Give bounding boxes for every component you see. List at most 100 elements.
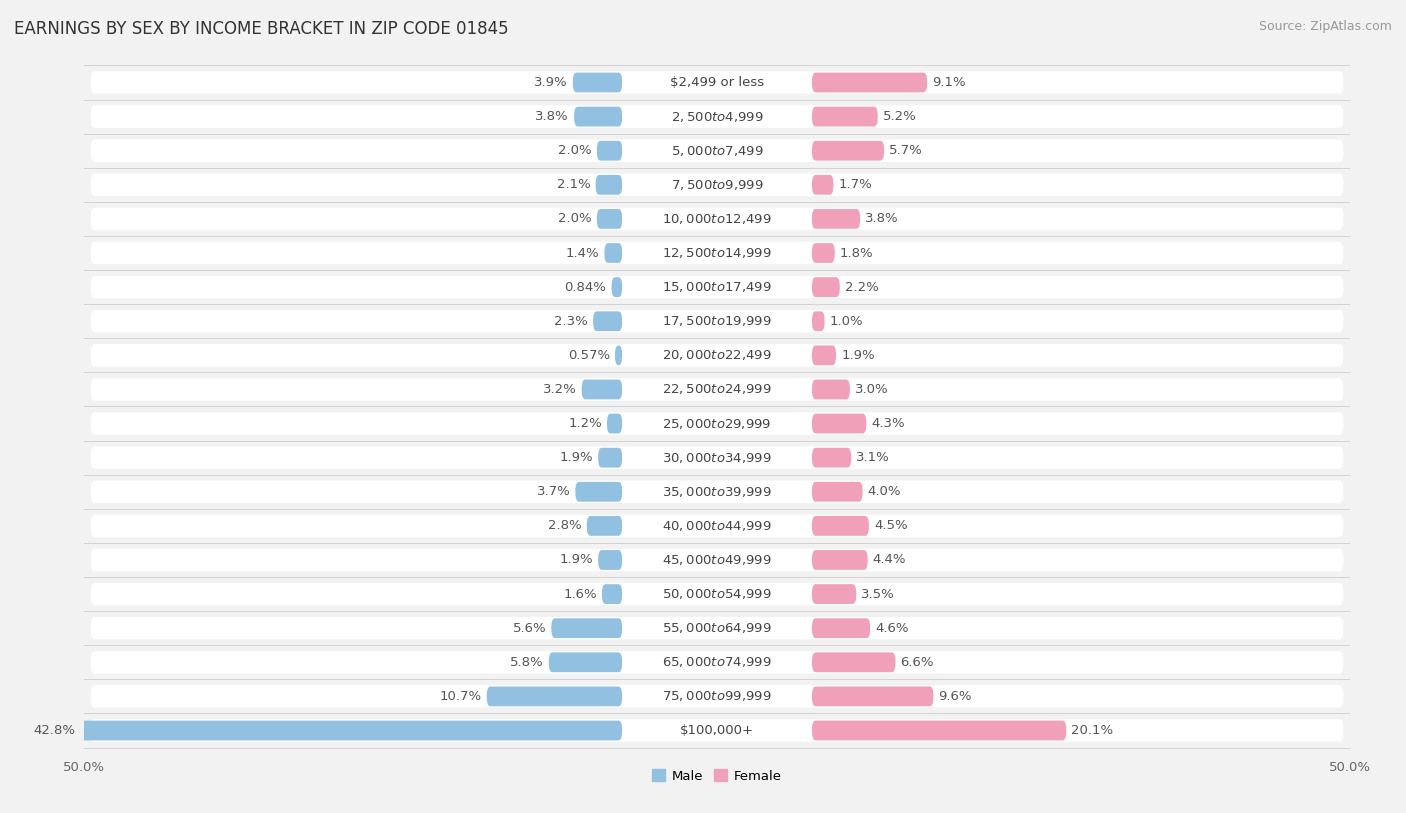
Text: 3.8%: 3.8%	[536, 110, 569, 123]
FancyBboxPatch shape	[624, 653, 810, 672]
Text: 4.3%: 4.3%	[872, 417, 905, 430]
FancyBboxPatch shape	[574, 107, 621, 127]
FancyBboxPatch shape	[624, 380, 810, 399]
FancyBboxPatch shape	[91, 106, 1344, 128]
Text: 10.7%: 10.7%	[440, 690, 482, 703]
FancyBboxPatch shape	[612, 277, 623, 297]
Text: 4.5%: 4.5%	[875, 520, 908, 533]
FancyBboxPatch shape	[91, 310, 1344, 333]
Text: 5.2%: 5.2%	[883, 110, 917, 123]
FancyBboxPatch shape	[575, 482, 623, 502]
Text: 1.2%: 1.2%	[568, 417, 602, 430]
FancyBboxPatch shape	[813, 175, 834, 194]
Text: 2.2%: 2.2%	[845, 280, 879, 293]
FancyBboxPatch shape	[91, 378, 1344, 401]
FancyBboxPatch shape	[91, 685, 1344, 707]
Text: 2.8%: 2.8%	[548, 520, 582, 533]
Text: 3.9%: 3.9%	[534, 76, 568, 89]
FancyBboxPatch shape	[624, 482, 810, 502]
FancyBboxPatch shape	[624, 346, 810, 365]
FancyBboxPatch shape	[91, 651, 1344, 673]
Text: 42.8%: 42.8%	[34, 724, 76, 737]
FancyBboxPatch shape	[624, 176, 810, 194]
Text: 6.6%: 6.6%	[901, 656, 934, 669]
Text: $30,000 to $34,999: $30,000 to $34,999	[662, 450, 772, 465]
Text: $45,000 to $49,999: $45,000 to $49,999	[662, 553, 772, 567]
FancyBboxPatch shape	[80, 720, 623, 741]
Text: $75,000 to $99,999: $75,000 to $99,999	[662, 689, 772, 703]
FancyBboxPatch shape	[91, 446, 1344, 469]
Text: 20.1%: 20.1%	[1071, 724, 1114, 737]
FancyBboxPatch shape	[813, 311, 824, 331]
FancyBboxPatch shape	[624, 448, 810, 467]
Text: $50,000 to $54,999: $50,000 to $54,999	[662, 587, 772, 601]
Text: 9.1%: 9.1%	[932, 76, 966, 89]
Text: $20,000 to $22,499: $20,000 to $22,499	[662, 348, 772, 363]
FancyBboxPatch shape	[624, 210, 810, 228]
FancyBboxPatch shape	[548, 652, 621, 672]
FancyBboxPatch shape	[598, 550, 623, 570]
FancyBboxPatch shape	[813, 72, 927, 93]
Text: 1.0%: 1.0%	[830, 315, 863, 328]
FancyBboxPatch shape	[91, 140, 1344, 162]
Text: 9.6%: 9.6%	[939, 690, 972, 703]
FancyBboxPatch shape	[572, 72, 623, 93]
FancyBboxPatch shape	[813, 482, 863, 502]
FancyBboxPatch shape	[582, 380, 623, 399]
Legend: Male, Female: Male, Female	[647, 764, 787, 788]
FancyBboxPatch shape	[91, 720, 1344, 741]
FancyBboxPatch shape	[624, 311, 810, 331]
Text: 2.1%: 2.1%	[557, 178, 591, 191]
Text: 3.5%: 3.5%	[862, 588, 896, 601]
FancyBboxPatch shape	[91, 241, 1344, 264]
FancyBboxPatch shape	[624, 414, 810, 433]
Text: Source: ZipAtlas.com: Source: ZipAtlas.com	[1258, 20, 1392, 33]
FancyBboxPatch shape	[624, 585, 810, 603]
FancyBboxPatch shape	[813, 209, 860, 228]
FancyBboxPatch shape	[624, 619, 810, 637]
FancyBboxPatch shape	[813, 550, 868, 570]
Text: 5.8%: 5.8%	[510, 656, 544, 669]
FancyBboxPatch shape	[605, 243, 623, 263]
FancyBboxPatch shape	[813, 585, 856, 604]
FancyBboxPatch shape	[624, 141, 810, 160]
FancyBboxPatch shape	[593, 311, 621, 331]
FancyBboxPatch shape	[602, 585, 623, 604]
Text: 4.0%: 4.0%	[868, 485, 901, 498]
FancyBboxPatch shape	[91, 515, 1344, 537]
Text: 1.6%: 1.6%	[564, 588, 596, 601]
FancyBboxPatch shape	[91, 344, 1344, 367]
FancyBboxPatch shape	[91, 207, 1344, 230]
Text: 3.0%: 3.0%	[855, 383, 889, 396]
FancyBboxPatch shape	[598, 448, 623, 467]
Text: $2,499 or less: $2,499 or less	[671, 76, 763, 89]
FancyBboxPatch shape	[91, 617, 1344, 640]
Text: EARNINGS BY SEX BY INCOME BRACKET IN ZIP CODE 01845: EARNINGS BY SEX BY INCOME BRACKET IN ZIP…	[14, 20, 509, 38]
Text: 0.84%: 0.84%	[565, 280, 606, 293]
FancyBboxPatch shape	[486, 686, 623, 706]
FancyBboxPatch shape	[624, 277, 810, 297]
FancyBboxPatch shape	[607, 414, 623, 433]
FancyBboxPatch shape	[624, 107, 810, 126]
FancyBboxPatch shape	[586, 516, 621, 536]
Text: $5,000 to $7,499: $5,000 to $7,499	[671, 144, 763, 158]
Text: 2.3%: 2.3%	[554, 315, 588, 328]
Text: 1.9%: 1.9%	[560, 554, 593, 567]
Text: 4.4%: 4.4%	[873, 554, 907, 567]
FancyBboxPatch shape	[813, 107, 877, 127]
Text: $10,000 to $12,499: $10,000 to $12,499	[662, 212, 772, 226]
FancyBboxPatch shape	[813, 448, 851, 467]
FancyBboxPatch shape	[624, 243, 810, 263]
FancyBboxPatch shape	[624, 687, 810, 706]
FancyBboxPatch shape	[596, 209, 623, 228]
FancyBboxPatch shape	[813, 652, 896, 672]
FancyBboxPatch shape	[596, 141, 623, 161]
FancyBboxPatch shape	[813, 141, 884, 161]
Text: $7,500 to $9,999: $7,500 to $9,999	[671, 178, 763, 192]
Text: 4.6%: 4.6%	[876, 622, 908, 635]
Text: $35,000 to $39,999: $35,000 to $39,999	[662, 485, 772, 498]
Text: 3.1%: 3.1%	[856, 451, 890, 464]
FancyBboxPatch shape	[813, 346, 837, 365]
Text: 5.7%: 5.7%	[889, 144, 922, 157]
FancyBboxPatch shape	[91, 173, 1344, 196]
